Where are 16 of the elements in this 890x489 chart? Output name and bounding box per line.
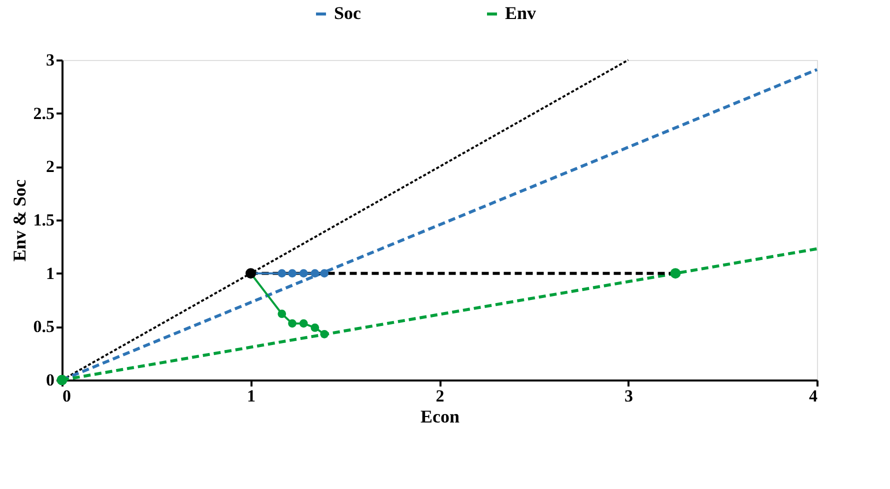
y-tick-label: 2.5 [33, 104, 54, 123]
y-axis-title: Env & Soc [9, 179, 30, 262]
y-tick-label: 3 [46, 50, 54, 70]
x-tick-label: 2 [436, 386, 444, 406]
y-tick-label: 0 [46, 370, 54, 390]
y-tick-label: 1.5 [33, 210, 54, 230]
x-tick-label: 3 [624, 386, 633, 406]
x-axis-title: Econ [420, 406, 460, 426]
x-tick-label: 4 [809, 386, 818, 406]
x-tick-label: 1 [247, 386, 256, 406]
y-tick-label: 2 [46, 157, 54, 176]
y-tick-label: 1 [46, 264, 54, 283]
y-tick-label: 0.5 [33, 317, 54, 336]
x-tick-label: 0 [62, 386, 71, 406]
legend-label: Soc [334, 3, 362, 23]
legend-label: Env [505, 3, 536, 23]
